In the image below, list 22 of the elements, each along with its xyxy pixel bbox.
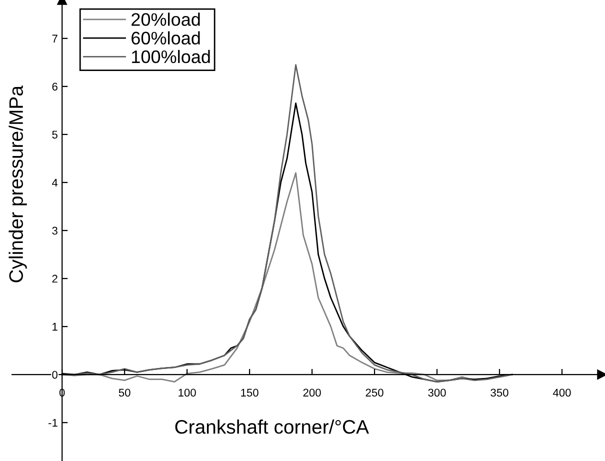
y-tick-label: 2 xyxy=(52,274,58,283)
x-axis-title: Crankshaft corner/°CA xyxy=(175,420,369,434)
y-tick-label: 3 xyxy=(52,226,58,235)
legend-label: 20%load xyxy=(132,12,200,26)
y-tick-label: 5 xyxy=(52,130,58,139)
x-tick-label: 100 xyxy=(178,388,196,397)
y-tick-label: -1 xyxy=(48,418,58,427)
y-tick-label: 1 xyxy=(52,322,58,331)
y-tick-label: 4 xyxy=(52,178,58,187)
y-tick-label: 7 xyxy=(52,34,58,42)
legend-label: 60%load xyxy=(132,31,200,45)
x-tick-label: 350 xyxy=(490,388,508,397)
y-tick-label: 0 xyxy=(52,370,58,379)
x-tick-label: 400 xyxy=(552,388,571,397)
x-tick-label: 200 xyxy=(303,388,321,397)
y-axis-title: Cylinder pressure/MPa xyxy=(8,86,27,282)
x-tick-label: 50 xyxy=(118,388,130,397)
x-tick-label: 250 xyxy=(366,388,384,397)
y-tick-label: 6 xyxy=(52,82,58,91)
x-tick-label: 150 xyxy=(241,388,258,397)
x-tick-label: 300 xyxy=(428,388,446,397)
legend-label: 100%load xyxy=(132,50,210,64)
